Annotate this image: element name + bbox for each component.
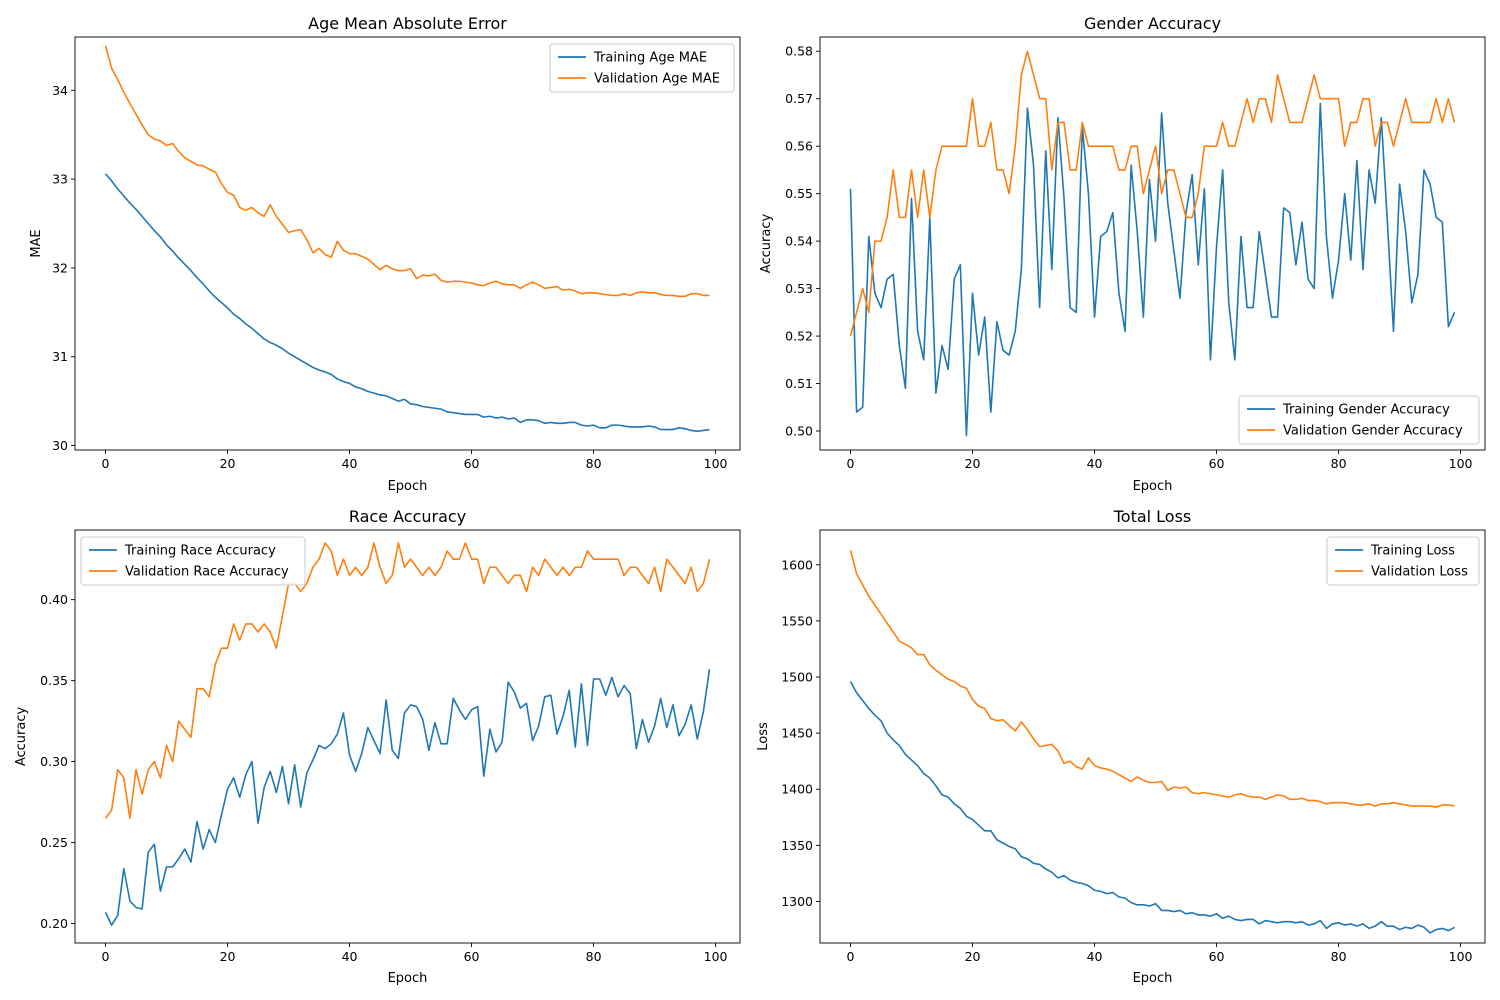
axes-frame: [74, 529, 741, 944]
legend-label: Training Age MAE: [593, 51, 707, 66]
legend-label: Validation Race Accuracy: [125, 565, 289, 580]
series-line-training: [849, 102, 1456, 437]
y-tick-label: 0.52: [785, 329, 813, 344]
y-tick-label: 0.55: [785, 186, 813, 201]
y-tick-label: 30: [52, 438, 68, 453]
axes-frame: [74, 36, 741, 451]
x-tick-label: 60: [464, 456, 480, 471]
x-tick-label: 20: [220, 949, 236, 964]
series-line-training: [104, 669, 711, 926]
series-line-validation: [849, 549, 1455, 809]
chart-title: Age Mean Absolute Error: [308, 14, 507, 33]
legend: Training Age MAE Validation Age MAE: [549, 43, 735, 93]
axes-frame: [819, 36, 1486, 451]
y-axis-label: MAE: [29, 229, 44, 257]
y-tick-label: 0.54: [785, 234, 813, 249]
legend-label: Validation Age MAE: [594, 72, 720, 87]
x-tick-label: 0: [102, 949, 110, 964]
y-tick-label: 1350: [781, 838, 813, 853]
x-tick-label: 20: [965, 949, 981, 964]
y-tick-label: 0.25: [40, 835, 68, 850]
y-tick-label: 0.53: [785, 281, 813, 296]
y-tick-label: 0.57: [785, 91, 813, 106]
legend-label: Training Gender Accuracy: [1282, 403, 1450, 418]
x-tick-label: 100: [1449, 949, 1473, 964]
subplot-grid: Age Mean Absolute Error 0 20 40 60 80 100 30 31 3…: [14, 14, 1486, 986]
chart-title: Total Loss: [1113, 507, 1192, 526]
y-axis-label: Loss: [756, 722, 771, 751]
y-tick-label: 34: [52, 83, 68, 98]
legend: Training Gender Accuracy Validation Gende…: [1238, 395, 1480, 445]
y-tick-label: 1450: [781, 726, 813, 741]
x-tick-label: 60: [1209, 456, 1225, 471]
x-tick-label: 80: [1331, 456, 1347, 471]
x-tick-label: 80: [586, 456, 602, 471]
x-tick-label: 100: [704, 949, 728, 964]
x-tick-label: 0: [847, 456, 855, 471]
series-line-validation: [104, 45, 710, 298]
y-tick-label: 0.58: [785, 44, 813, 59]
axes-frame: [819, 529, 1486, 944]
y-axis-label: Accuracy: [14, 707, 29, 767]
series-line-validation: [849, 50, 1456, 337]
subplot-age-mae: Age Mean Absolute Error 0 20 40 60 80 100 30 31 3…: [29, 14, 741, 494]
legend-label: Validation Gender Accuracy: [1283, 424, 1463, 439]
legend: Training Race Accuracy Validation Race Ac…: [80, 536, 306, 586]
x-tick-label: 20: [220, 456, 236, 471]
x-tick-label: 100: [1449, 456, 1473, 471]
y-tick-label: 0.51: [785, 376, 813, 391]
series-line-training: [104, 173, 710, 433]
x-tick-label: 60: [1209, 949, 1225, 964]
x-tick-label: 40: [342, 949, 358, 964]
x-tick-label: 40: [342, 456, 358, 471]
legend-box: [549, 43, 735, 93]
y-tick-label: 1550: [781, 613, 813, 628]
x-axis-label: Epoch: [1133, 479, 1173, 494]
y-tick-label: 1500: [781, 670, 813, 685]
chart-title: Race Accuracy: [349, 507, 466, 526]
x-tick-label: 20: [965, 456, 981, 471]
x-tick-label: 40: [1087, 456, 1103, 471]
subplot-total-loss: Total Loss 0 20 40 60 80 100 1300 1350 1400 1450 15…: [756, 507, 1486, 986]
x-tick-label: 80: [1331, 949, 1347, 964]
y-tick-label: 31: [52, 349, 68, 364]
x-tick-label: 60: [464, 949, 480, 964]
x-axis-label: Epoch: [1133, 971, 1173, 986]
chart-title: Gender Accuracy: [1084, 14, 1221, 33]
x-tick-label: 40: [1087, 949, 1103, 964]
y-tick-label: 33: [52, 172, 68, 187]
legend-label: Training Loss: [1370, 544, 1455, 559]
y-tick-label: 1400: [781, 782, 813, 797]
y-tick-label: 0.20: [40, 916, 68, 931]
x-axis-label: Epoch: [388, 971, 428, 986]
y-tick-label: 1600: [781, 557, 813, 572]
series-line-validation: [104, 542, 711, 820]
y-tick-label: 0.35: [40, 673, 68, 688]
x-tick-label: 80: [586, 949, 602, 964]
legend-box: [1326, 536, 1480, 586]
legend-box: [80, 536, 306, 586]
legend: Training Loss Validation Loss: [1326, 536, 1480, 586]
y-axis-label: Accuracy: [759, 214, 774, 274]
y-tick-label: 0.50: [785, 424, 813, 439]
series-line-training: [849, 681, 1455, 934]
y-tick-label: 0.56: [785, 139, 813, 154]
y-tick-label: 0.30: [40, 754, 68, 769]
subplot-gender-accuracy: Gender Accuracy 0 20 40 60 80 100 0.50 0.51 0.52 0…: [759, 14, 1486, 494]
subplot-race-accuracy: Race Accuracy 0 20 40 60 80 100 0.20 0.25 0.30 0.3…: [14, 507, 741, 986]
legend-label: Training Race Accuracy: [124, 544, 276, 559]
x-tick-label: 0: [102, 456, 110, 471]
legend-label: Validation Loss: [1371, 565, 1468, 580]
y-tick-label: 1300: [781, 894, 813, 909]
y-tick-label: 0.40: [40, 592, 68, 607]
x-tick-label: 0: [847, 949, 855, 964]
x-tick-label: 100: [704, 456, 728, 471]
y-tick-label: 32: [52, 260, 68, 275]
x-axis-label: Epoch: [388, 479, 428, 494]
legend-box: [1238, 395, 1480, 445]
